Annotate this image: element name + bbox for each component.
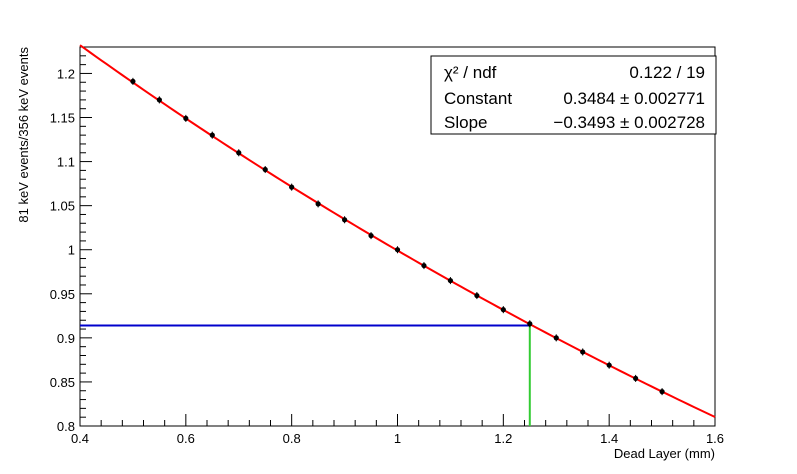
data-point [341, 217, 348, 223]
data-point [262, 166, 268, 173]
y-tick-label: 0.8 [57, 419, 75, 434]
y-tick-label: 1 [68, 243, 75, 258]
data-point [156, 97, 162, 103]
y-tick-label: 0.85 [50, 375, 75, 390]
stats-box: χ² / ndf 0.122 / 19 Constant 0.3484 ± 0.… [430, 55, 717, 135]
x-tick-label: 1.2 [494, 431, 512, 446]
x-tick-label: 1.6 [706, 431, 724, 446]
data-point [553, 335, 559, 341]
axes: 0.4 0.6 0.8 1 1.2 1.4 1.6 0.8 0.85 0.9 0.95 1 1.05 1.… [50, 46, 724, 446]
stats-value-slope: −0.3493 ± 0.002728 [553, 113, 705, 132]
stats-box-frame [430, 55, 717, 135]
data-point [606, 362, 612, 368]
data-point [580, 349, 586, 355]
x-tick-label: 0.6 [177, 431, 195, 446]
data-point [447, 277, 454, 284]
x-tick-label: 0.4 [71, 431, 89, 446]
data-point [236, 150, 242, 156]
stats-value-chi2: 0.122 / 19 [629, 63, 705, 82]
data-point [659, 389, 665, 395]
x-tick-label: 1.4 [600, 431, 618, 446]
data-point [474, 292, 480, 299]
y-tick-label: 1.1 [57, 155, 75, 170]
x-tick-label: 1 [394, 431, 401, 446]
y-tick-label: 1.05 [50, 199, 75, 214]
data-point [209, 132, 215, 138]
data-point [315, 201, 321, 207]
stats-label-chi2: χ² / ndf [444, 63, 497, 82]
y-axis-title: 81 keV events/356 keV events [16, 47, 31, 223]
stats-label-slope: Slope [444, 113, 487, 132]
y-tick-label: 0.9 [57, 331, 75, 346]
y-tick-label: 1.15 [50, 111, 75, 126]
data-point [421, 262, 427, 269]
stats-value-constant: 0.3484 ± 0.002771 [563, 89, 705, 108]
reference-lines [80, 324, 531, 426]
stats-label-constant: Constant [444, 89, 512, 108]
data-point [394, 247, 401, 253]
y-tick-label: 0.95 [50, 287, 75, 302]
data-point [289, 184, 295, 190]
data-point [130, 78, 136, 84]
data-point [183, 115, 189, 121]
data-points [130, 77, 665, 396]
x-axis-title: Dead Layer (mm) [614, 446, 715, 461]
data-point [633, 375, 639, 382]
data-point [368, 233, 374, 239]
data-point [500, 307, 506, 313]
y-tick-label: 1.2 [57, 66, 75, 81]
x-tick-label: 0.8 [283, 431, 301, 446]
data-point [527, 321, 533, 327]
